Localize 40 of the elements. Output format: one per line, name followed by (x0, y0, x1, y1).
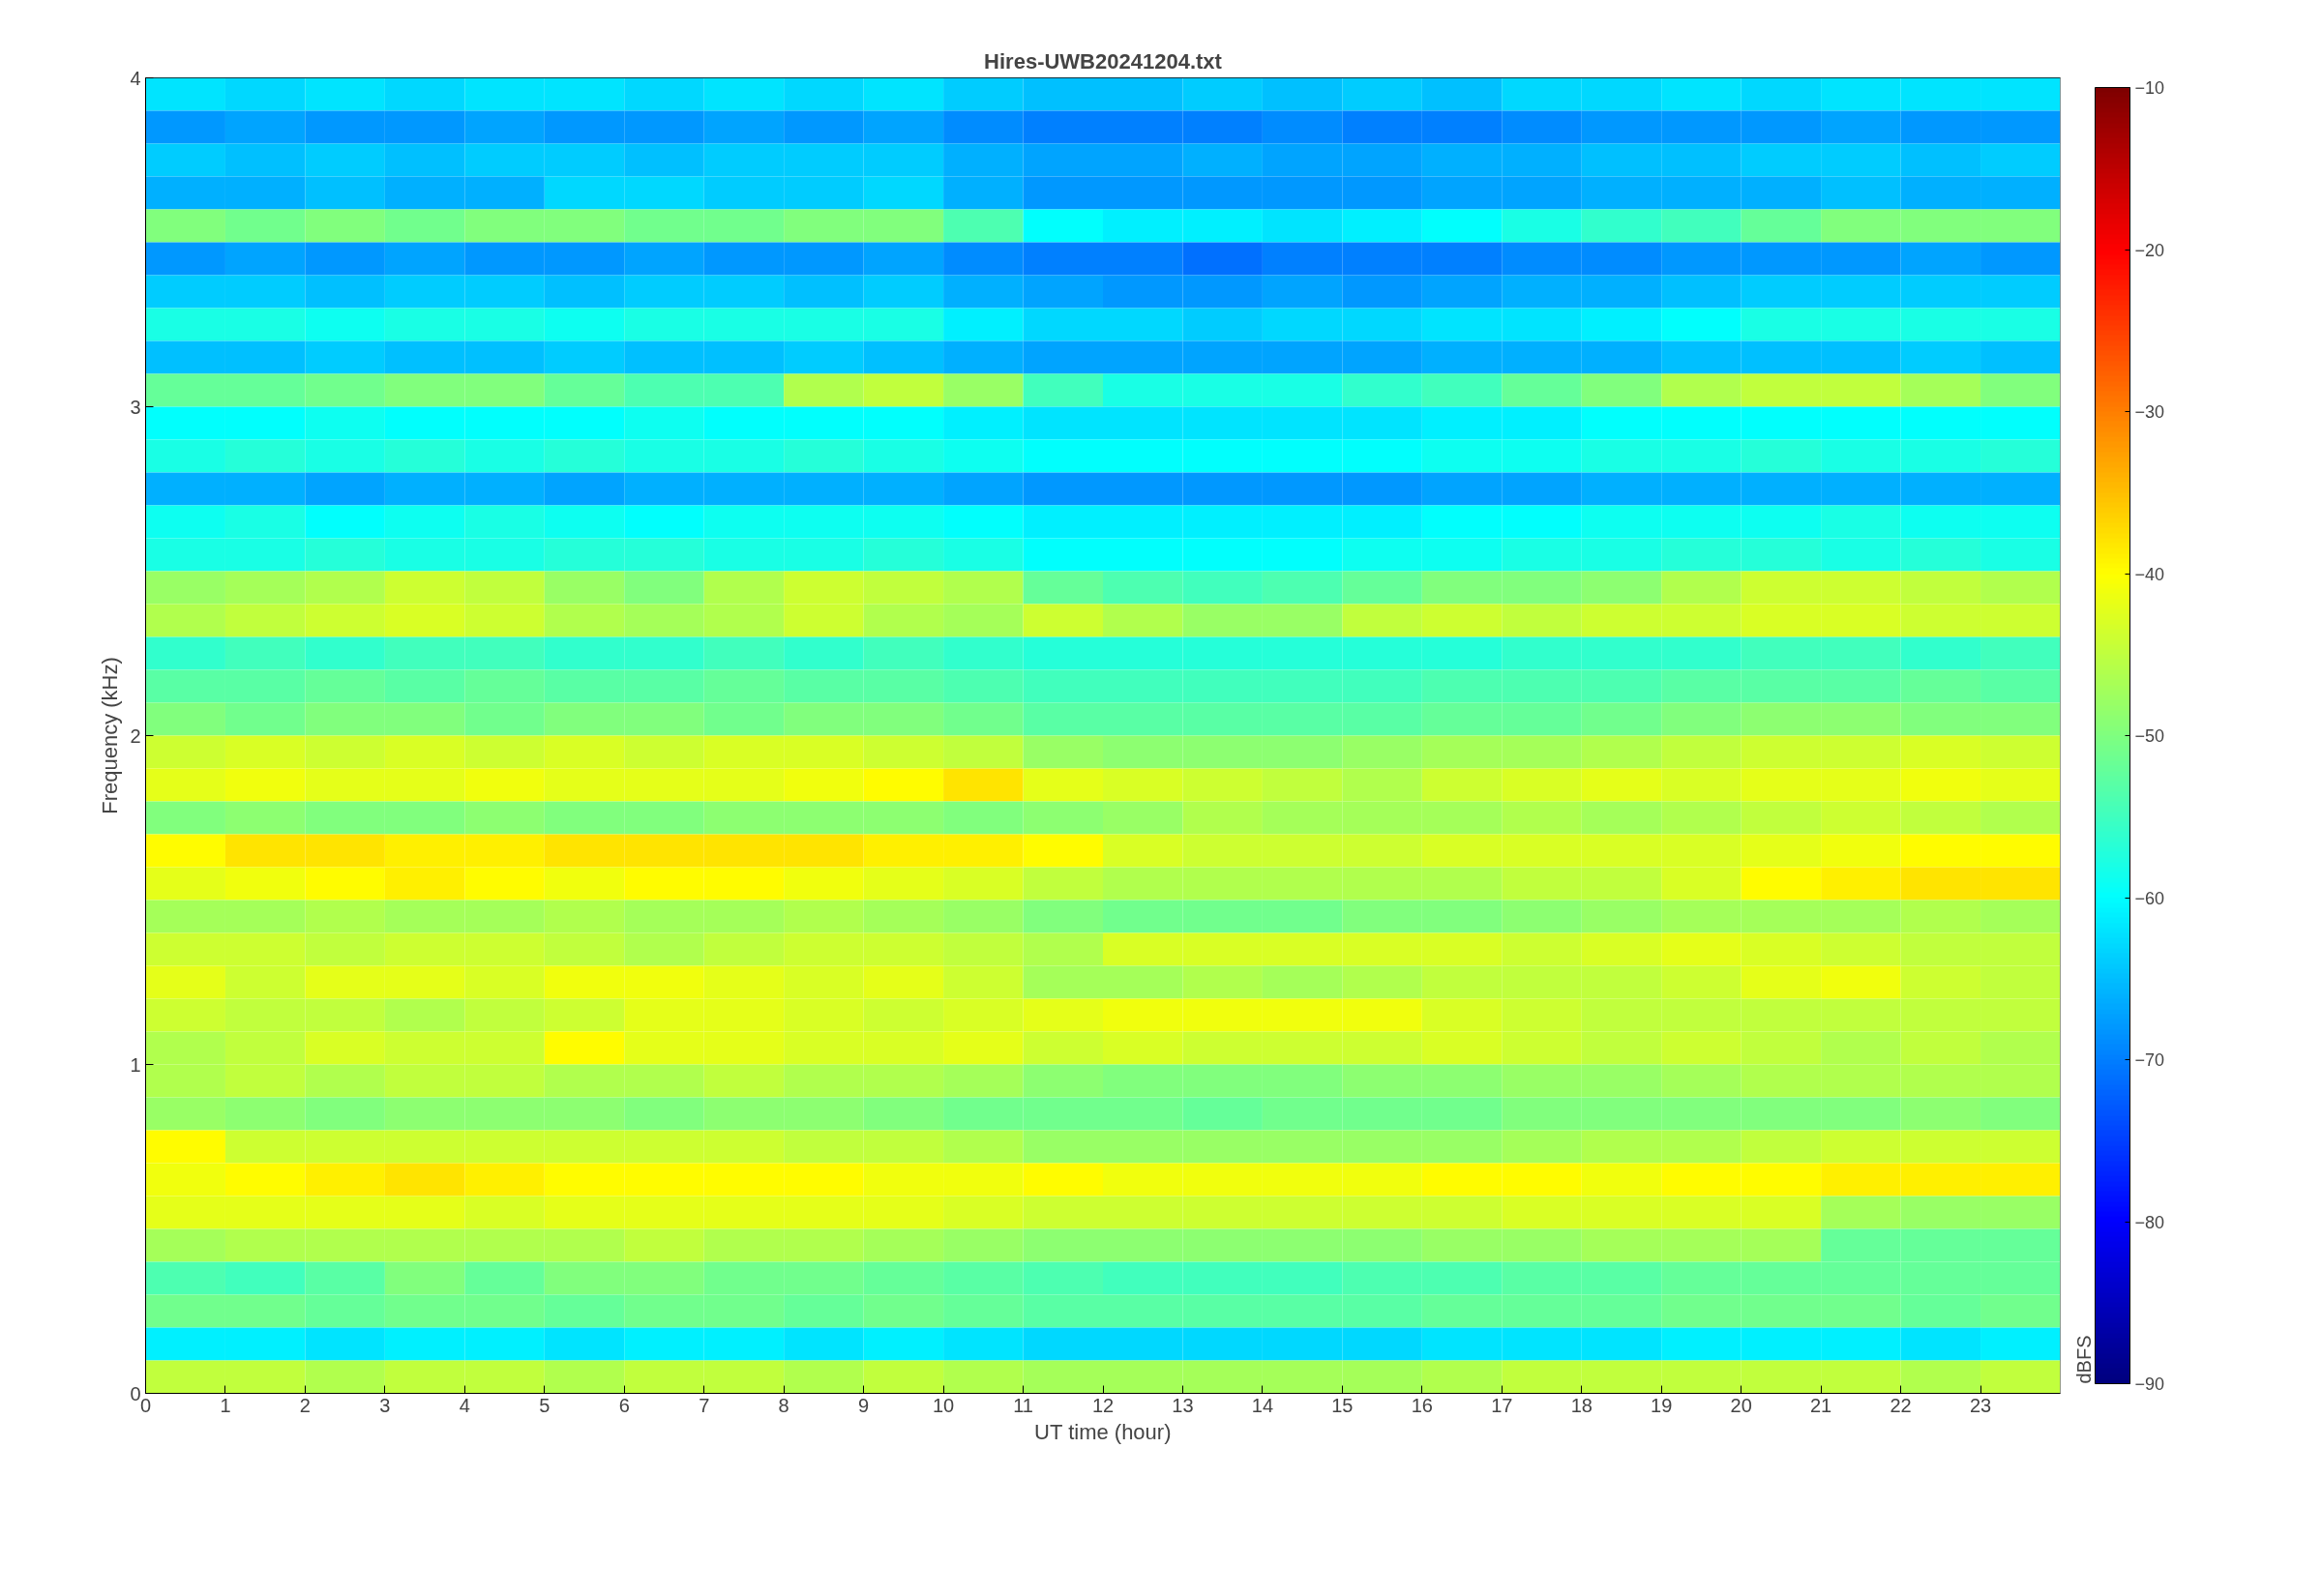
y-tick-label: 3 (130, 396, 141, 418)
x-tick-label: 22 (1890, 1394, 1912, 1416)
color-bar-label: −30 (2134, 402, 2165, 422)
x-tick-label: 5 (539, 1394, 551, 1416)
x-tick-label: 17 (1491, 1394, 1513, 1416)
color-bar-label: −10 (2134, 78, 2165, 98)
x-tick-label: 18 (1570, 1394, 1593, 1416)
x-tick-label: 1 (220, 1394, 231, 1416)
x-tick-label: 16 (1411, 1394, 1433, 1416)
y-axis-title: Frequency (kHz) (98, 657, 123, 814)
x-tick-label: 9 (858, 1394, 870, 1416)
x-tick-label: 20 (1730, 1394, 1752, 1416)
color-bar-label: −20 (2134, 240, 2165, 260)
x-tick-label: 6 (618, 1394, 630, 1416)
y-tick-label: 2 (130, 724, 141, 747)
x-tick-label: 4 (459, 1394, 470, 1416)
x-tick-label: 12 (1091, 1394, 1115, 1416)
y-tick-label: 4 (130, 67, 141, 89)
x-tick-label: 19 (1651, 1394, 1673, 1416)
x-tick-label: 23 (1969, 1394, 1992, 1416)
x-tick-label: 14 (1251, 1394, 1274, 1416)
color-bar-label: −70 (2134, 1050, 2165, 1070)
color-bar-title: dBFS (2072, 1335, 2095, 1384)
color-bar-label: −90 (2134, 1374, 2165, 1394)
x-tick-label: 3 (379, 1394, 391, 1416)
x-tick-label: 13 (1172, 1394, 1194, 1416)
x-tick-label: 15 (1331, 1394, 1354, 1416)
color-bar-label: −40 (2134, 564, 2165, 584)
chart-title: Hires-UWB20241204.txt (984, 48, 1223, 74)
x-tick-label: 2 (299, 1394, 311, 1416)
y-tick-label: 1 (130, 1053, 141, 1076)
x-tick-label: 10 (932, 1394, 955, 1416)
color-bar-label: −60 (2134, 888, 2165, 908)
x-tick-label: 7 (699, 1394, 710, 1416)
x-tick-label: 8 (778, 1394, 789, 1416)
color-bar-label: −50 (2134, 726, 2165, 746)
x-tick-label: 11 (1013, 1394, 1033, 1416)
x-axis-title: UT time (hour) (1034, 1419, 1172, 1444)
color-bar-label: −80 (2134, 1212, 2165, 1232)
x-tick-label: 21 (1810, 1394, 1832, 1416)
